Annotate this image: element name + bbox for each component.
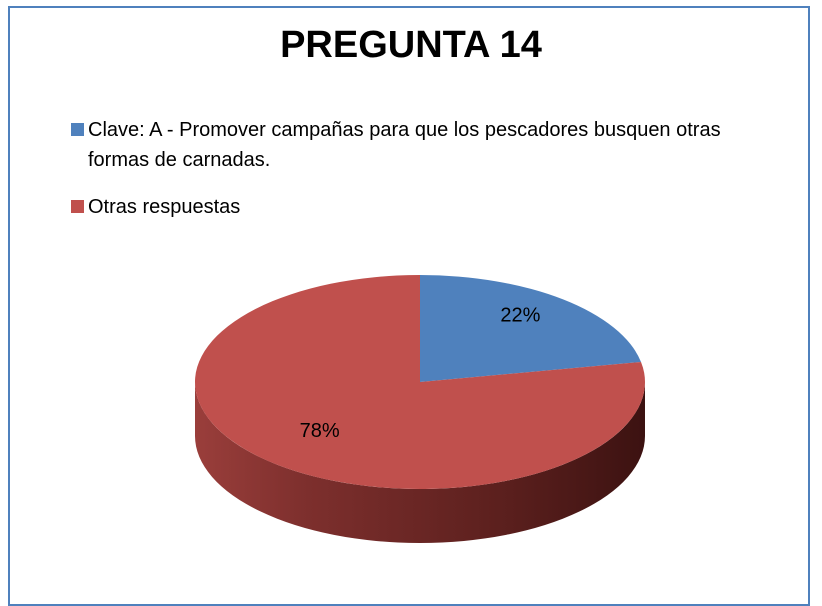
chart-title: PREGUNTA 14 [280, 24, 542, 66]
legend-label: Otras respuestas [88, 196, 241, 218]
pie-slice [420, 275, 642, 382]
legend-entry: Otras respuestas [71, 192, 751, 222]
data-label: 78% [300, 420, 340, 442]
legend-entry: Clave: A - Promover campañas para que lo… [71, 115, 751, 175]
legend: Clave: A - Promover campañas para que lo… [71, 115, 751, 239]
legend-swatch [71, 200, 84, 213]
legend-swatch [71, 123, 84, 136]
pie-slice [195, 275, 645, 489]
data-label: 22% [500, 305, 540, 327]
legend-label: Clave: A - Promover campañas para que lo… [88, 119, 721, 171]
pie-side [195, 382, 645, 543]
